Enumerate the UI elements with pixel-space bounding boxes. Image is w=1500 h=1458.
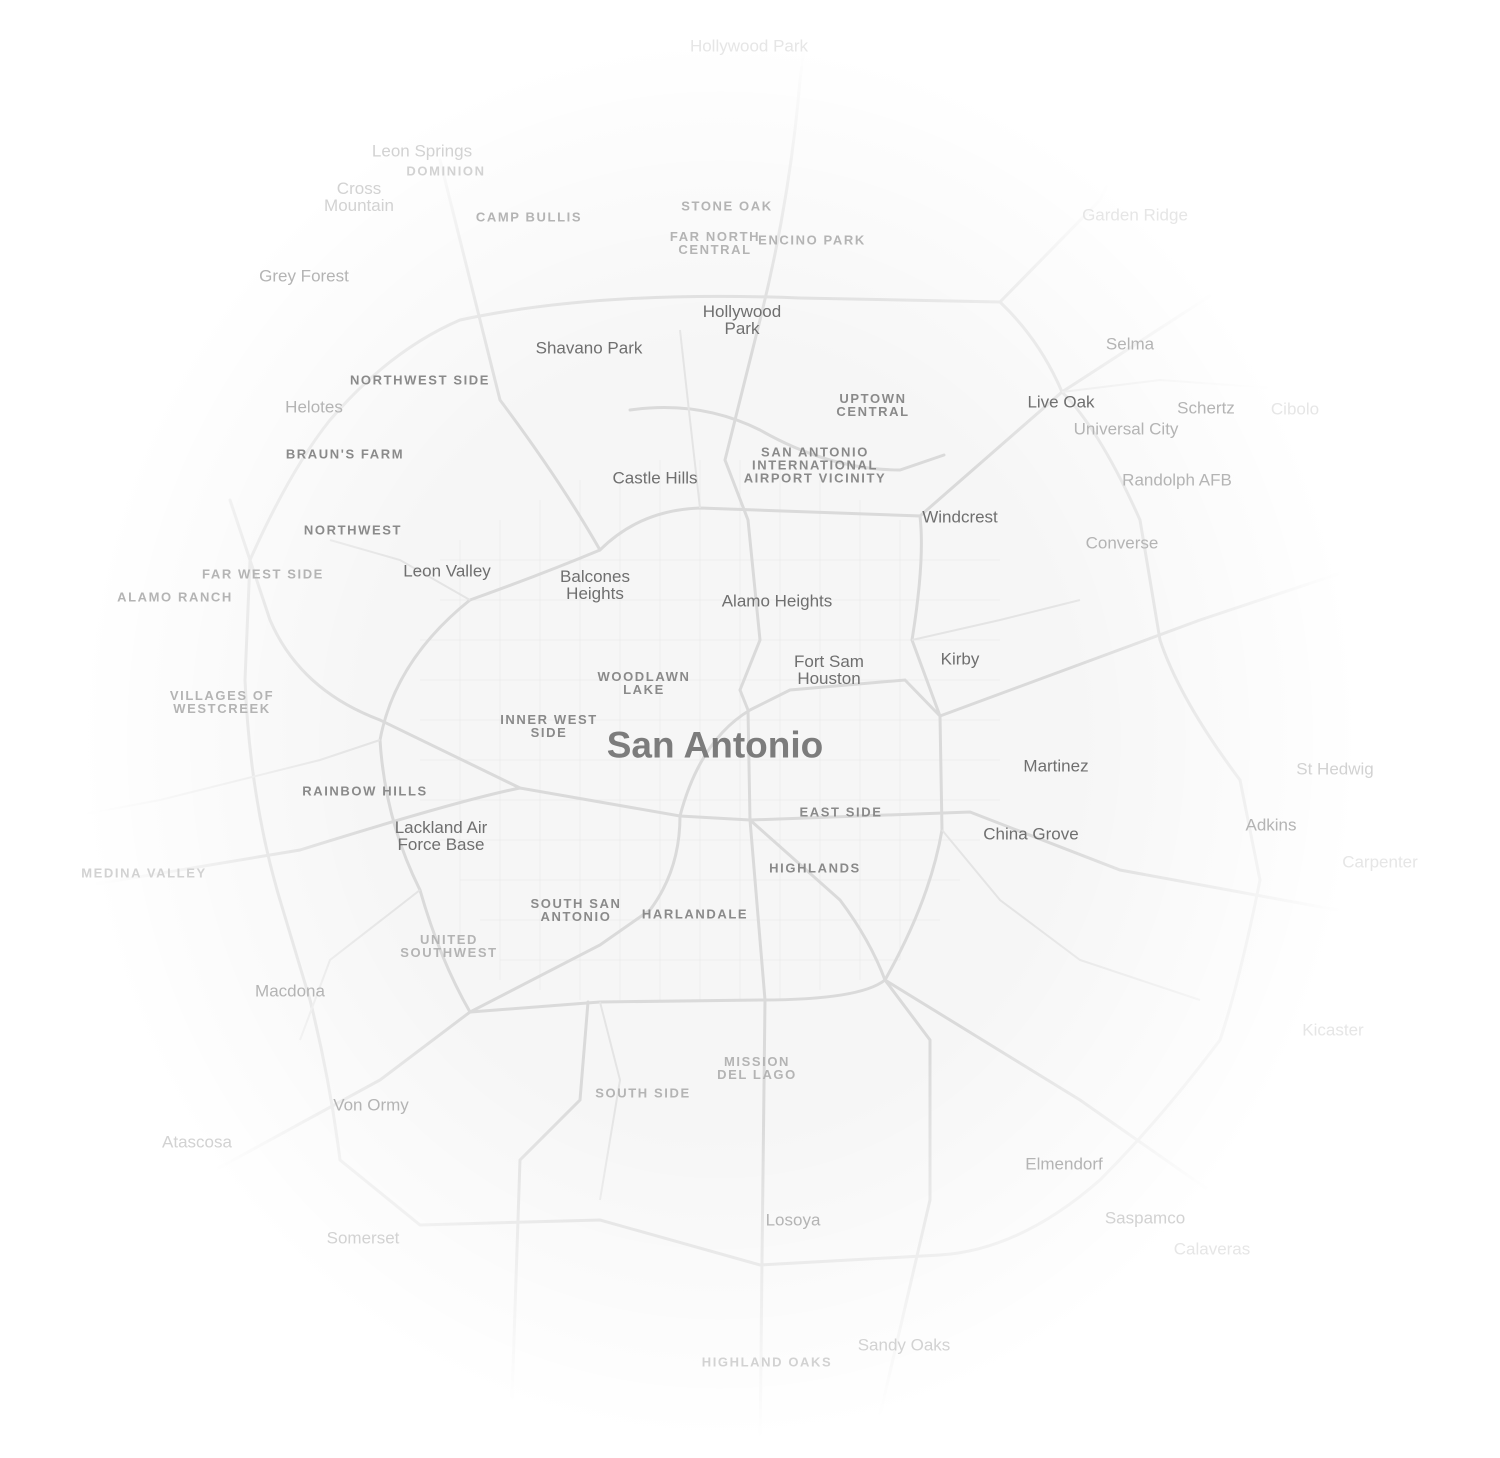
neighborhood-label: SAN ANTONIO INTERNATIONAL AIRPORT VICINI…: [743, 444, 887, 486]
town-label: China Grove: [983, 824, 1079, 844]
town-label: Carpenter: [1342, 852, 1418, 872]
neighborhood-label: RAINBOW HILLS: [302, 783, 428, 799]
town-label: Shavano Park: [535, 338, 643, 358]
neighborhood-label: CAMP BULLIS: [475, 209, 583, 225]
neighborhood-label: WOODLAWN LAKE: [597, 669, 691, 697]
town-label: Fort Sam Houston: [794, 652, 864, 688]
town-label: Saspamco: [1104, 1208, 1186, 1228]
neighborhood-label: HIGHLANDS: [769, 860, 861, 876]
town-label: Leon Valley: [403, 561, 491, 581]
town-label: Somerset: [326, 1228, 400, 1248]
town-label: Alamo Heights: [721, 591, 833, 611]
town-label: Hollywood Park: [702, 302, 782, 338]
town-label: Martinez: [1023, 756, 1089, 776]
city-label: San Antonio: [606, 724, 824, 766]
town-label: Macdona: [255, 981, 325, 1001]
town-label: Castle Hills: [612, 468, 698, 488]
neighborhood-label: SOUTH SIDE: [595, 1085, 691, 1101]
town-label: Grey Forest: [259, 266, 349, 286]
town-label: Garden Ridge: [1082, 205, 1188, 225]
neighborhood-label: INNER WEST SIDE: [500, 712, 598, 740]
town-label: Kirby: [940, 649, 980, 669]
town-label: Losoya: [765, 1210, 821, 1230]
neighborhood-label: STONE OAK: [681, 198, 773, 214]
neighborhood-label: EAST SIDE: [799, 804, 883, 820]
town-label: Live Oak: [1027, 392, 1095, 412]
neighborhood-label: FAR NORTH CENTRAL: [669, 229, 761, 257]
town-label: Randolph AFB: [1122, 470, 1232, 490]
town-label: Lackland Air Force Base: [394, 818, 488, 854]
town-label: Adkins: [1245, 815, 1297, 835]
neighborhood-label: UPTOWN CENTRAL: [836, 391, 910, 419]
town-label: Atascosa: [162, 1132, 232, 1152]
town-label: Hollywood Park: [689, 36, 809, 56]
town-label: Elmendorf: [1025, 1154, 1103, 1174]
town-label: St Hedwig: [1296, 759, 1374, 779]
town-label: Kicaster: [1302, 1020, 1364, 1040]
neighborhood-label: HARLANDALE: [641, 906, 749, 922]
town-label: Converse: [1085, 533, 1159, 553]
town-label: Cibolo: [1270, 399, 1320, 419]
town-label: Selma: [1105, 334, 1155, 354]
town-label: Sandy Oaks: [857, 1335, 951, 1355]
neighborhood-label: ALAMO RANCH: [117, 589, 233, 605]
neighborhood-label: MEDINA VALLEY: [81, 865, 207, 881]
neighborhood-label: MISSION DEL LAGO: [717, 1054, 797, 1082]
neighborhood-label: ENCINO PARK: [758, 232, 866, 248]
town-label: Leon Springs: [371, 141, 473, 161]
neighborhood-label: FAR WEST SIDE: [202, 566, 324, 582]
town-label: Von Ormy: [333, 1095, 409, 1115]
town-label: Universal City: [1073, 419, 1179, 439]
neighborhood-label: NORTHWEST: [303, 522, 403, 538]
town-label: Cross Mountain: [324, 179, 394, 215]
neighborhood-label: BRAUN'S FARM: [285, 446, 405, 462]
town-label: Windcrest: [922, 507, 998, 527]
neighborhood-label: UNITED SOUTHWEST: [400, 932, 498, 960]
town-label: Calaveras: [1173, 1239, 1251, 1259]
neighborhood-label: VILLAGES OF WESTCREEK: [169, 688, 275, 716]
town-label: Helotes: [285, 397, 343, 417]
town-label: Balcones Heights: [560, 567, 630, 603]
neighborhood-label: DOMINION: [406, 163, 486, 179]
town-label: Schertz: [1177, 398, 1235, 418]
neighborhood-label: SOUTH SAN ANTONIO: [530, 896, 622, 924]
neighborhood-label: HIGHLAND OAKS: [701, 1354, 833, 1370]
neighborhood-label: NORTHWEST SIDE: [349, 372, 491, 388]
